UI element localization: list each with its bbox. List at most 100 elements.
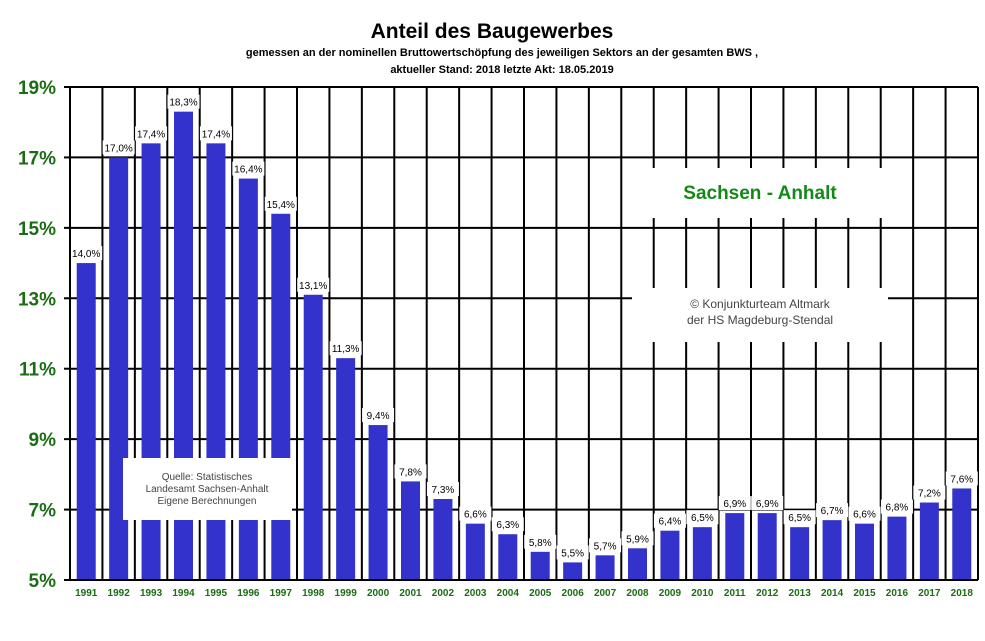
data-label-2013: 6,5%: [788, 513, 811, 524]
data-label-2018: 7,6%: [950, 474, 973, 485]
data-label-1993: 17,4%: [137, 129, 165, 140]
bar-1999: [336, 358, 356, 580]
bar-2018: [952, 488, 972, 580]
copyright-line2: der HS Magdeburg-Stendal: [687, 313, 833, 327]
data-label-bg: [653, 513, 686, 528]
chart-title: Anteil des Baugewerbes: [371, 20, 614, 43]
source-box: [123, 458, 292, 520]
data-label-bg: [589, 538, 622, 553]
x-tick-label-2006: 2006: [562, 588, 585, 599]
x-tick-label-2002: 2002: [432, 588, 455, 599]
y-tick-label: 19%: [18, 78, 56, 99]
data-label-2001: 7,8%: [399, 467, 422, 478]
x-tick-label-2001: 2001: [399, 588, 422, 599]
bar-2010: [692, 527, 712, 580]
bar-2016: [887, 516, 907, 580]
x-tick-label-1994: 1994: [172, 588, 195, 599]
bar-2002: [433, 499, 453, 580]
data-label-bg: [102, 140, 135, 155]
bar-2015: [855, 523, 874, 580]
y-tick-label: 13%: [18, 289, 56, 310]
data-label-1997: 15,4%: [267, 200, 295, 211]
x-tick-label-2014: 2014: [821, 588, 844, 599]
data-label-2009: 6,4%: [659, 517, 682, 528]
data-label-2015: 6,6%: [853, 510, 876, 521]
source-line3: Eigene Berechnungen: [158, 496, 257, 507]
data-label-bg: [556, 545, 589, 560]
data-label-2017: 7,2%: [918, 489, 941, 500]
bar-2009: [660, 530, 680, 580]
bar-2006: [563, 562, 583, 580]
bar-2000: [368, 425, 388, 580]
data-label-1995: 17,4%: [202, 129, 230, 140]
y-tick-label: 5%: [29, 571, 57, 592]
region-label: Sachsen - Anhalt: [683, 183, 837, 204]
y-tick-label: 9%: [29, 430, 57, 451]
data-label-bg: [783, 510, 816, 525]
source-line1: Quelle: Statistisches: [162, 472, 253, 483]
y-tick-label: 17%: [18, 148, 56, 169]
data-labels: 14,0% 17,0% 17,4% 18,3% 17,4% 16,4% 15,4% 13,1%…: [70, 94, 978, 560]
chart-subtitle-line2: aktueller Stand: 2018 letzte Akt: 18.05.…: [390, 64, 613, 76]
data-label-2000: 9,4%: [367, 411, 390, 422]
data-label-2008: 5,9%: [626, 534, 649, 545]
data-label-bg: [167, 94, 200, 109]
data-label-bg: [491, 517, 524, 532]
data-label-bg: [70, 246, 103, 261]
data-label-2014: 6,7%: [821, 506, 844, 517]
data-label-2005: 5,8%: [529, 538, 552, 549]
x-tick-label-2007: 2007: [594, 588, 617, 599]
data-label-bg: [621, 531, 654, 546]
data-label-bg: [329, 341, 362, 356]
source-line2: Landesamt Sachsen-Anhalt: [146, 484, 269, 495]
bar-2008: [628, 548, 647, 580]
bar-1991: [76, 263, 96, 580]
region-box: [632, 168, 888, 218]
data-label-bg: [264, 196, 297, 211]
data-label-bg: [945, 471, 978, 486]
bar-2004: [498, 534, 518, 580]
x-tick-label-2016: 2016: [886, 588, 909, 599]
data-label-bg: [459, 506, 492, 521]
data-label-bg: [816, 503, 849, 518]
bar-2005: [530, 551, 550, 580]
data-label-bg: [135, 126, 168, 141]
axes: 5% 7% 9% 11% 13% 15% 17% 19% 1991 1992 1993 1994 199…: [18, 78, 978, 599]
x-tick-label-1996: 1996: [237, 588, 260, 599]
data-label-bg: [362, 408, 395, 423]
bar-2011: [725, 513, 745, 580]
x-tick-label-1997: 1997: [270, 588, 293, 599]
x-tick-label-1991: 1991: [75, 588, 98, 599]
chart-subtitle-line1: gemessen an der nominellen Bruttowertsch…: [246, 47, 758, 59]
bar-2012: [757, 513, 777, 580]
x-tick-label-2018: 2018: [951, 588, 974, 599]
bar-2017: [919, 502, 939, 580]
x-tick-label-1998: 1998: [302, 588, 325, 599]
data-label-2010: 6,5%: [691, 513, 714, 524]
data-label-1996: 16,4%: [234, 165, 262, 176]
copyright-line1: © Konjunkturteam Altmark: [690, 297, 831, 311]
bar-2007: [595, 555, 615, 580]
data-label-2002: 7,3%: [432, 485, 455, 496]
data-label-bg: [686, 510, 719, 525]
x-tick-label-2015: 2015: [853, 588, 876, 599]
data-label-bg: [751, 496, 784, 511]
data-label-2011: 6,9%: [723, 499, 746, 510]
data-label-1992: 17,0%: [104, 143, 132, 154]
copyright-box: [632, 288, 888, 342]
data-label-bg: [524, 534, 557, 549]
x-tick-label-2010: 2010: [691, 588, 714, 599]
y-tick-label: 7%: [29, 501, 57, 522]
data-label-bg: [426, 482, 459, 497]
x-tick-label-2017: 2017: [918, 588, 941, 599]
data-label-1994: 18,3%: [169, 98, 197, 109]
bar-2014: [822, 520, 842, 580]
x-tick-label-2009: 2009: [659, 588, 682, 599]
data-label-1999: 11,3%: [332, 344, 360, 355]
data-label-bg: [913, 485, 946, 500]
x-tick-label-1999: 1999: [335, 588, 358, 599]
data-label-1991: 14,0%: [72, 249, 100, 260]
bar-1997: [271, 213, 291, 580]
x-tick-label-1993: 1993: [140, 588, 163, 599]
x-tick-label-2008: 2008: [626, 588, 649, 599]
